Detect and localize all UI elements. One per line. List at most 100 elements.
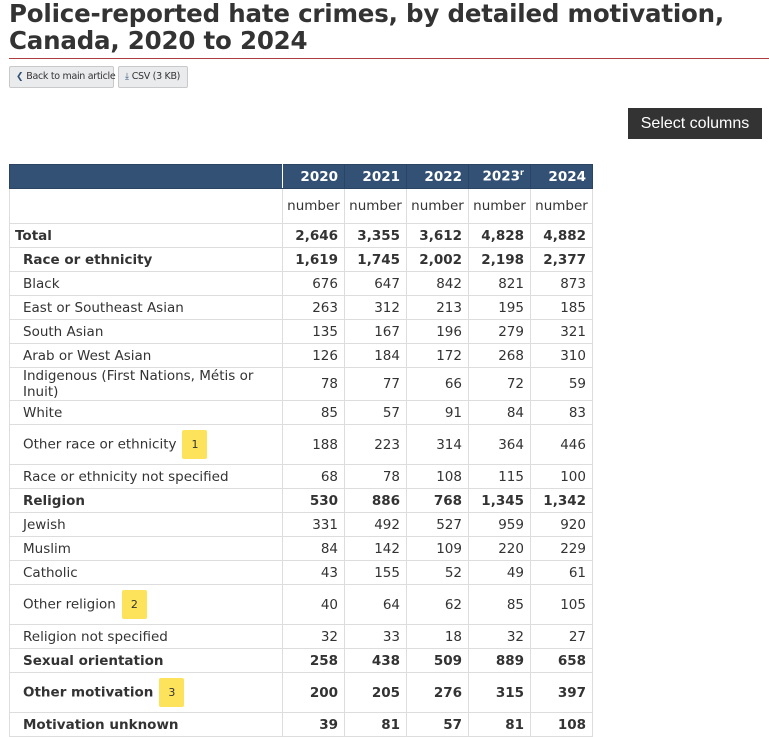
value-cell: 676 [282,271,345,296]
year-header[interactable]: 2022 [406,164,469,189]
value-cell: 109 [406,536,469,561]
table-row: Motivation unknown 39 81 57 81 108 [9,712,593,737]
value-cell: 873 [530,271,593,296]
table-row: Jewish 331 492 527 959 920 [9,512,593,537]
value-cell: 530 [282,488,345,513]
csv-download-button[interactable]: ⤓ CSV (3 KB) [118,66,188,88]
value-cell: 62 [406,584,469,625]
value-cell: 61 [530,560,593,585]
value-cell: 84 [282,536,345,561]
value-cell: 1,345 [468,488,531,513]
row-label-cell: Religion not specified [9,624,283,649]
value-cell: 40 [282,584,345,625]
csv-button-label: CSV (3 KB) [131,71,181,82]
value-cell: 276 [406,672,469,713]
value-cell: 78 [344,464,407,489]
row-label-cell: White [9,400,283,425]
unit-label: number [282,188,345,224]
value-cell: 68 [282,464,345,489]
value-cell: 331 [282,512,345,537]
value-cell: 223 [344,424,407,465]
row-label-cell: Race or ethnicity not specified [9,464,283,489]
row-label: Race or ethnicity not specified [23,468,229,485]
year-header[interactable]: 2023r [468,164,531,189]
table-row: Race or ethnicity 1,619 1,745 2,002 2,198 2,3… [9,247,593,272]
value-cell: 167 [344,319,407,344]
table-row: Muslim 84 142 109 220 229 [9,536,593,561]
footnote-link[interactable]: 1 [182,430,208,459]
value-cell: 91 [406,400,469,425]
table-row: Other religion 2 40 64 62 85 105 [9,584,593,625]
table-row: Other race or ethnicity 1 188 223 314 364 446 [9,424,593,465]
row-label-cell: South Asian [9,319,283,344]
value-cell: 52 [406,560,469,585]
value-cell: 886 [344,488,407,513]
value-cell: 959 [468,512,531,537]
table-row: Sexual orientation 258 438 509 889 658 [9,648,593,673]
value-cell: 66 [406,367,469,401]
row-label-cell: East or Southeast Asian [9,295,283,320]
year-header-label: 2023 [482,168,521,185]
row-label: Black [23,275,60,292]
value-cell: 268 [468,343,531,368]
value-cell: 195 [468,295,531,320]
value-cell: 85 [468,584,531,625]
value-cell: 184 [344,343,407,368]
footnote-link[interactable]: 3 [159,678,185,707]
row-label: Arab or West Asian [23,347,152,364]
value-cell: 3,612 [406,223,469,248]
back-button-label: Back to main article [26,71,116,82]
footnote-link[interactable]: 2 [121,590,147,619]
table-row: White 85 57 91 84 83 [9,400,593,425]
row-label: Catholic [23,564,78,581]
table-row: Race or ethnicity not specified 68 78 108 11… [9,464,593,489]
value-cell: 105 [530,584,593,625]
value-cell: 279 [468,319,531,344]
row-label: Muslim [23,540,71,557]
year-header[interactable]: 2020 [282,164,345,189]
row-label-cell: Jewish [9,512,283,537]
unit-stub [9,188,283,224]
year-header[interactable]: 2024 [530,164,593,189]
table-row: Religion 530 886 768 1,345 1,342 [9,488,593,513]
value-cell: 509 [406,648,469,673]
row-label-cell: Catholic [9,560,283,585]
row-label: Sexual orientation [23,652,164,669]
value-cell: 2,646 [282,223,345,248]
value-cell: 2,377 [530,247,593,272]
value-cell: 72 [468,367,531,401]
value-cell: 172 [406,343,469,368]
hate-crimes-table: 2020 2021 2022 2023r 2024 number number … [9,164,593,737]
value-cell: 920 [530,512,593,537]
value-cell: 310 [530,343,593,368]
value-cell: 32 [282,624,345,649]
row-label: Other religion [23,596,116,613]
value-cell: 821 [468,271,531,296]
value-cell: 196 [406,319,469,344]
value-cell: 18 [406,624,469,649]
value-cell: 83 [530,400,593,425]
value-cell: 492 [344,512,407,537]
back-to-main-article-button[interactable]: ❮ Back to main article [9,66,116,88]
table-row: Other motivation 3 200 205 276 315 397 [9,672,593,713]
value-cell: 647 [344,271,407,296]
select-columns-button[interactable]: Select columns [628,108,762,139]
value-cell: 84 [468,400,531,425]
value-cell: 768 [406,488,469,513]
value-cell: 2,002 [406,247,469,272]
row-label-cell: Total [9,223,283,248]
value-cell: 3,355 [344,223,407,248]
value-cell: 258 [282,648,345,673]
value-cell: 205 [344,672,407,713]
value-cell: 135 [282,319,345,344]
row-label-cell: Black [9,271,283,296]
value-cell: 188 [282,424,345,465]
table-row: Black 676 647 842 821 873 [9,271,593,296]
value-cell: 658 [530,648,593,673]
value-cell: 314 [406,424,469,465]
year-header[interactable]: 2021 [344,164,407,189]
value-cell: 312 [344,295,407,320]
value-cell: 33 [344,624,407,649]
row-label: White [23,404,63,421]
table-row: Total 2,646 3,355 3,612 4,828 4,882 [9,223,593,248]
